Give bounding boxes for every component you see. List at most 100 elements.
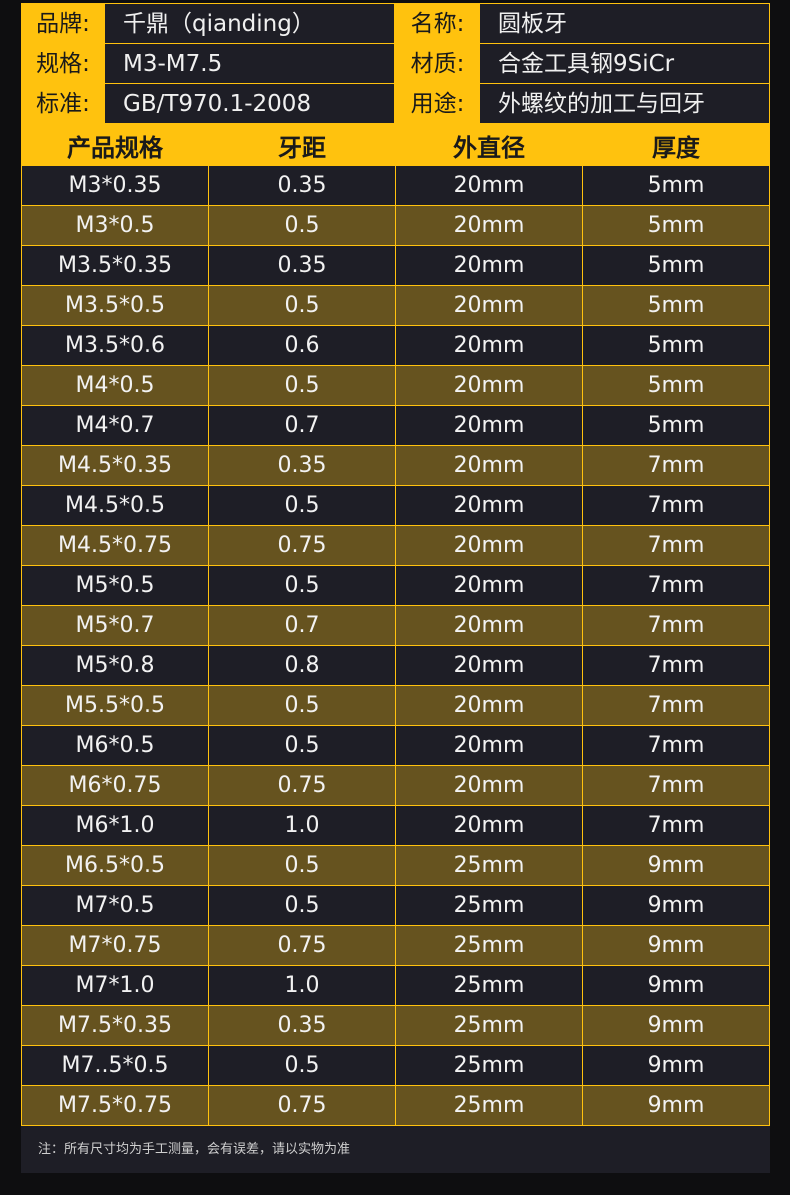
table-cell: 0.75 — [208, 925, 396, 966]
table-row: M7.5*0.35 0.35 25mm 9mm — [21, 1005, 770, 1046]
table-cell: 7mm — [582, 525, 770, 566]
table-cell: 25mm — [395, 1005, 583, 1046]
table-cell: M7*0.5 — [21, 885, 209, 926]
table-row: M7*0.75 0.75 25mm 9mm — [21, 925, 770, 966]
table-cell: 0.75 — [208, 525, 396, 566]
table-cell: M6*1.0 — [21, 805, 209, 846]
info-label: 规格: — [21, 44, 105, 84]
table-cell: M5*0.5 — [21, 565, 209, 606]
table-cell: M5*0.7 — [21, 605, 209, 646]
table-cell: 7mm — [582, 645, 770, 686]
table-row: M5*0.8 0.8 20mm 7mm — [21, 645, 770, 686]
table-cell: 5mm — [582, 205, 770, 246]
table-cell: 0.5 — [208, 565, 396, 606]
table-cell: 9mm — [582, 845, 770, 886]
table-cell: 25mm — [395, 965, 583, 1006]
table-cell: 9mm — [582, 965, 770, 1006]
table-cell: 0.8 — [208, 645, 396, 686]
table-row: M3.5*0.35 0.35 20mm 5mm — [21, 245, 770, 286]
table-row: M6*1.0 1.0 20mm 7mm — [21, 805, 770, 846]
table-cell: M3*0.5 — [21, 205, 209, 246]
table-cell: 0.6 — [208, 325, 396, 366]
table-cell: M7.5*0.35 — [21, 1005, 209, 1046]
table-cell: 0.7 — [208, 605, 396, 646]
info-label: 材质: — [395, 44, 480, 84]
table-cell: 9mm — [582, 925, 770, 966]
table-cell: 20mm — [395, 805, 583, 846]
spec-sheet: 品牌: 千鼎（qianding） 名称: 圆板牙 规格: M3-M7.5 材质: 合金工具钢9… — [21, 3, 770, 1173]
table-cell: 0.5 — [208, 485, 396, 526]
table-cell: 5mm — [582, 285, 770, 326]
table-cell: 7mm — [582, 805, 770, 846]
table-cell: M3.5*0.5 — [21, 285, 209, 326]
table-cell: 25mm — [395, 845, 583, 886]
table-row: M4.5*0.75 0.75 20mm 7mm — [21, 525, 770, 566]
table-row: M3.5*0.6 0.6 20mm 5mm — [21, 325, 770, 366]
table-row: M3.5*0.5 0.5 20mm 5mm — [21, 285, 770, 326]
table-cell: 25mm — [395, 925, 583, 966]
footnote: 注：所有尺寸均为手工测量，会有误差，请以实物为准 — [21, 1126, 770, 1173]
table-cell: M4.5*0.5 — [21, 485, 209, 526]
table-cell: 0.5 — [208, 205, 396, 246]
table-cell: 20mm — [395, 245, 583, 286]
table-cell: 9mm — [582, 1045, 770, 1086]
table-cell: 20mm — [395, 445, 583, 486]
table-cell: 0.5 — [208, 285, 396, 326]
table-row: M3*0.5 0.5 20mm 5mm — [21, 205, 770, 246]
table-cell: 20mm — [395, 365, 583, 406]
table-cell: 25mm — [395, 1085, 583, 1126]
info-value: 外螺纹的加工与回牙 — [480, 84, 770, 124]
table-cell: 0.35 — [208, 245, 396, 286]
table-cell: 0.5 — [208, 845, 396, 886]
table-cell: 0.75 — [208, 765, 396, 806]
info-value: 合金工具钢9SiCr — [480, 44, 770, 84]
table-cell: 20mm — [395, 645, 583, 686]
table-cell: M4*0.5 — [21, 365, 209, 406]
table-cell: M4*0.7 — [21, 405, 209, 446]
table-cell: 20mm — [395, 685, 583, 726]
table-cell: M3*0.35 — [21, 165, 209, 206]
table-cell: M6.5*0.5 — [21, 845, 209, 886]
table-cell: 0.35 — [208, 445, 396, 486]
table-cell: 7mm — [582, 605, 770, 646]
table-cell: M7..5*0.5 — [21, 1045, 209, 1086]
table-row: M7..5*0.5 0.5 25mm 9mm — [21, 1045, 770, 1086]
table-cell: 7mm — [582, 485, 770, 526]
table-cell: 5mm — [582, 365, 770, 406]
table-row: M6*0.5 0.5 20mm 7mm — [21, 725, 770, 766]
column-header: 外直径 — [395, 124, 583, 166]
table-cell: 20mm — [395, 605, 583, 646]
table-cell: 25mm — [395, 1045, 583, 1086]
table-row: M4.5*0.5 0.5 20mm 7mm — [21, 485, 770, 526]
table-cell: 1.0 — [208, 805, 396, 846]
column-header: 厚度 — [582, 124, 770, 166]
table-row: M6.5*0.5 0.5 25mm 9mm — [21, 845, 770, 886]
table-row: M5*0.7 0.7 20mm 7mm — [21, 605, 770, 646]
table-cell: 9mm — [582, 1085, 770, 1126]
table-cell: 20mm — [395, 725, 583, 766]
table-cell: M4.5*0.75 — [21, 525, 209, 566]
table-cell: 7mm — [582, 445, 770, 486]
table-cell: 20mm — [395, 765, 583, 806]
table-row: M5.5*0.5 0.5 20mm 7mm — [21, 685, 770, 726]
info-value: M3-M7.5 — [105, 44, 395, 84]
table-cell: 20mm — [395, 325, 583, 366]
table-cell: 5mm — [582, 165, 770, 206]
table-row: M5*0.5 0.5 20mm 7mm — [21, 565, 770, 606]
table-cell: 20mm — [395, 405, 583, 446]
spec-table: 产品规格 牙距 外直径 厚度 M3*0.35 0.35 20mm 5mm M3*0.5 0.5 2… — [21, 124, 770, 1126]
table-cell: 7mm — [582, 685, 770, 726]
table-cell: 0.5 — [208, 685, 396, 726]
table-cell: M3.5*0.35 — [21, 245, 209, 286]
table-row: M7*1.0 1.0 25mm 9mm — [21, 965, 770, 1006]
table-cell: M4.5*0.35 — [21, 445, 209, 486]
table-cell: M6*0.75 — [21, 765, 209, 806]
table-cell: M7.5*0.75 — [21, 1085, 209, 1126]
table-cell: 20mm — [395, 565, 583, 606]
table-row: M6*0.75 0.75 20mm 7mm — [21, 765, 770, 806]
table-cell: 20mm — [395, 485, 583, 526]
table-cell: M7*1.0 — [21, 965, 209, 1006]
info-value: GB/T970.1-2008 — [105, 84, 395, 124]
table-cell: 0.35 — [208, 165, 396, 206]
info-label: 品牌: — [21, 4, 105, 44]
